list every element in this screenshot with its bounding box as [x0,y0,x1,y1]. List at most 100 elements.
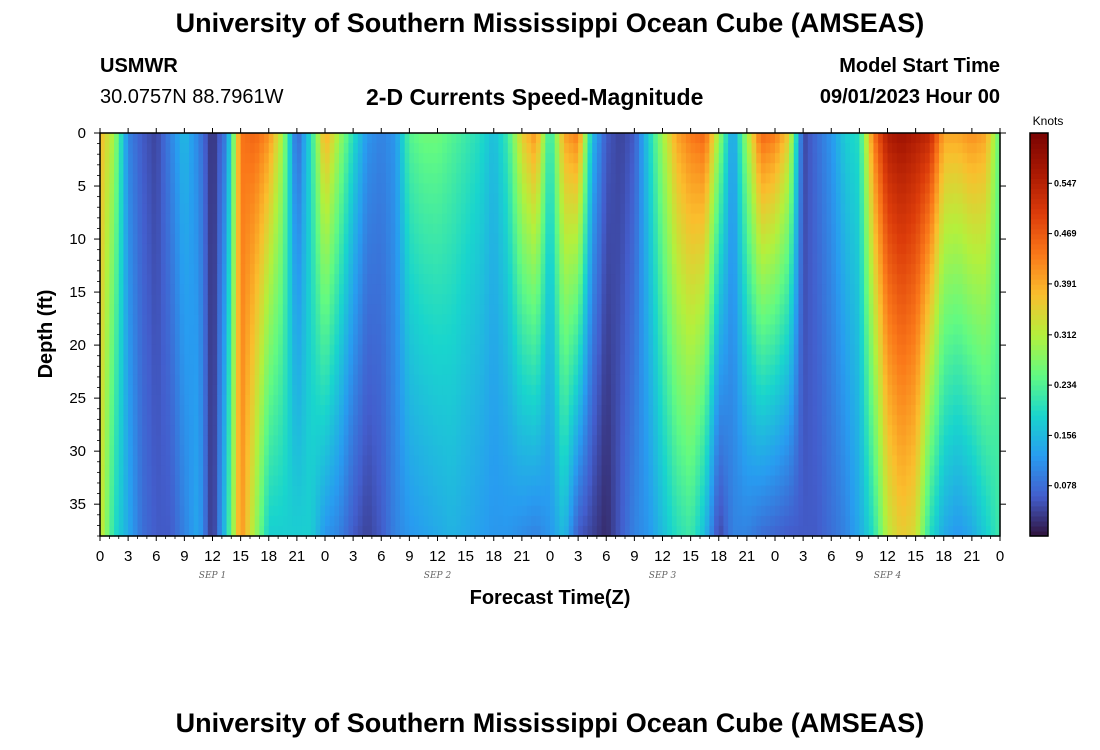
heatmap-cell [146,294,153,305]
heatmap-cell [423,274,429,285]
heatmap-cell [671,163,678,174]
heatmap-cell [503,384,509,396]
heatmap-cell [123,193,129,205]
heatmap-cell [629,274,635,285]
heatmap-cell [596,455,603,467]
heatmap-cell [400,435,406,446]
heatmap-cell [198,374,204,386]
heatmap-cell [550,213,556,225]
heatmap-cell [306,394,312,406]
heatmap-cell [676,133,682,144]
heatmap-cell [259,183,265,195]
heatmap-cell [610,415,617,426]
heatmap-cell [465,425,471,436]
heatmap-cell [226,415,232,426]
heatmap-cell [578,354,584,366]
heatmap-cell [540,525,546,537]
heatmap-cell [100,294,106,305]
heatmap-cell [559,344,565,356]
heatmap-cell [507,213,514,225]
heatmap-cell [550,435,556,446]
heatmap-cell [503,163,509,174]
heatmap-cell [132,294,139,305]
heatmap-cell [489,374,495,386]
heatmap-cell [428,193,434,205]
heatmap-cell [221,243,228,255]
heatmap-cell [517,505,523,517]
heatmap-cell [325,193,331,205]
heatmap-cell [639,253,645,265]
heatmap-cell [325,153,331,164]
heatmap-cell [142,183,148,195]
heatmap-cell [460,515,467,527]
heatmap-cell [643,515,650,527]
heatmap-cell [643,334,650,346]
heatmap-cell [325,405,331,416]
heatmap-cell [240,203,246,215]
heatmap-cell [292,455,298,467]
heatmap-cell [615,495,621,507]
heatmap-cell [390,515,396,527]
heatmap-cell [470,384,476,396]
heatmap-cell [498,455,504,467]
heatmap-cell [329,344,335,356]
heatmap-cell [610,193,617,205]
heatmap-cell [217,213,223,225]
heatmap-cell [287,274,293,285]
heatmap-cell [245,314,251,326]
heatmap-cell [142,213,148,225]
heatmap-cell [207,233,214,245]
heatmap-cell [400,133,406,144]
heatmap-cell [109,405,115,416]
heatmap-cell [615,173,621,184]
heatmap-cell [128,445,134,456]
heatmap-cell [371,133,378,144]
heatmap-cell [625,193,631,205]
heatmap-cell [240,415,246,426]
heatmap-cell [521,153,528,164]
heatmap-cell [540,153,546,164]
heatmap-cell [409,314,415,326]
heatmap-cell [601,465,607,477]
heatmap-cell [250,435,256,446]
heatmap-cell [662,163,668,174]
heatmap-cell [151,515,157,527]
heatmap-cell [268,374,275,386]
heatmap-cell [470,284,476,295]
heatmap-cell [310,505,317,517]
heatmap-cell [568,465,575,477]
heatmap-cell [671,263,678,275]
heatmap-cell [446,435,453,446]
heatmap-cell [475,435,481,446]
heatmap-cell [231,163,237,174]
heatmap-cell [479,263,485,275]
heatmap-cell [634,445,640,456]
heatmap-cell [667,475,673,487]
heatmap-cell [343,525,350,537]
heatmap-cell [287,133,293,144]
heatmap-cell [498,334,504,346]
heatmap-cell [629,223,635,235]
heatmap-cell [315,394,321,406]
heatmap-cell [273,425,279,436]
heatmap-cell [226,374,232,386]
heatmap-cell [465,354,471,366]
heatmap-cell [643,213,650,225]
heatmap-cell [128,405,134,416]
heatmap-cell [353,223,359,235]
heatmap-cell [325,465,331,477]
heatmap-cell [639,354,645,366]
heatmap-cell [179,203,185,215]
heatmap-cell [334,153,340,164]
heatmap-cell [282,475,289,487]
heatmap-cell [573,143,579,154]
heatmap-cell [526,465,532,477]
heatmap-cell [301,394,307,406]
heatmap-cell [535,223,542,235]
heatmap-cell [582,263,589,275]
heatmap-cell [189,384,195,396]
heatmap-cell [343,153,350,164]
heatmap-cell [662,213,668,225]
heatmap-cell [601,384,607,396]
heatmap-cell [465,284,471,295]
